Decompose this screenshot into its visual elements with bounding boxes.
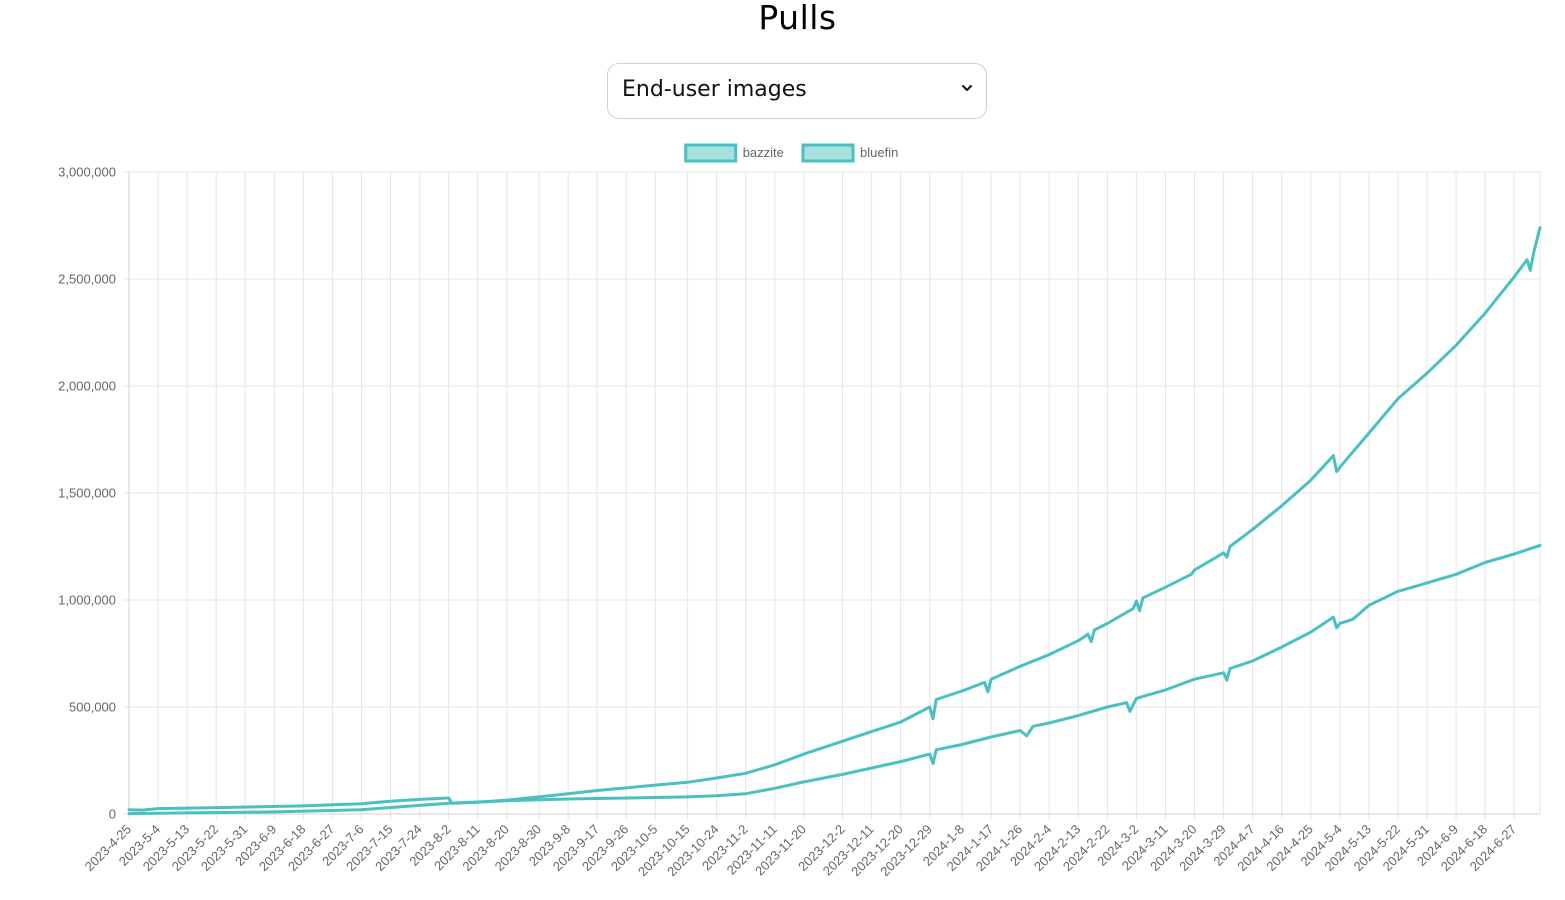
series-line-bluefin [127,226,1542,812]
legend-swatch-bazzite[interactable] [684,143,738,163]
legend-label-bluefin[interactable]: bluefin [860,145,898,160]
chevron-down-icon [962,85,972,91]
y-tick-label: 0 [109,807,116,822]
legend-swatch-bluefin[interactable] [801,143,855,163]
y-tick-label: 3,000,000 [58,165,116,180]
y-tick-label: 2,500,000 [58,272,116,287]
page-title: Pulls [758,0,837,37]
y-tick-label: 1,000,000 [58,593,116,608]
legend-label-bazzite[interactable]: bazzite [743,145,784,160]
image-group-select-value: End-user images [622,77,807,102]
y-tick-label: 2,000,000 [58,379,116,394]
image-group-select[interactable]: End-user images [607,63,987,119]
series-line-bazzite [127,543,1542,816]
y-tick-label: 500,000 [69,700,116,715]
y-tick-label: 1,500,000 [58,486,116,501]
